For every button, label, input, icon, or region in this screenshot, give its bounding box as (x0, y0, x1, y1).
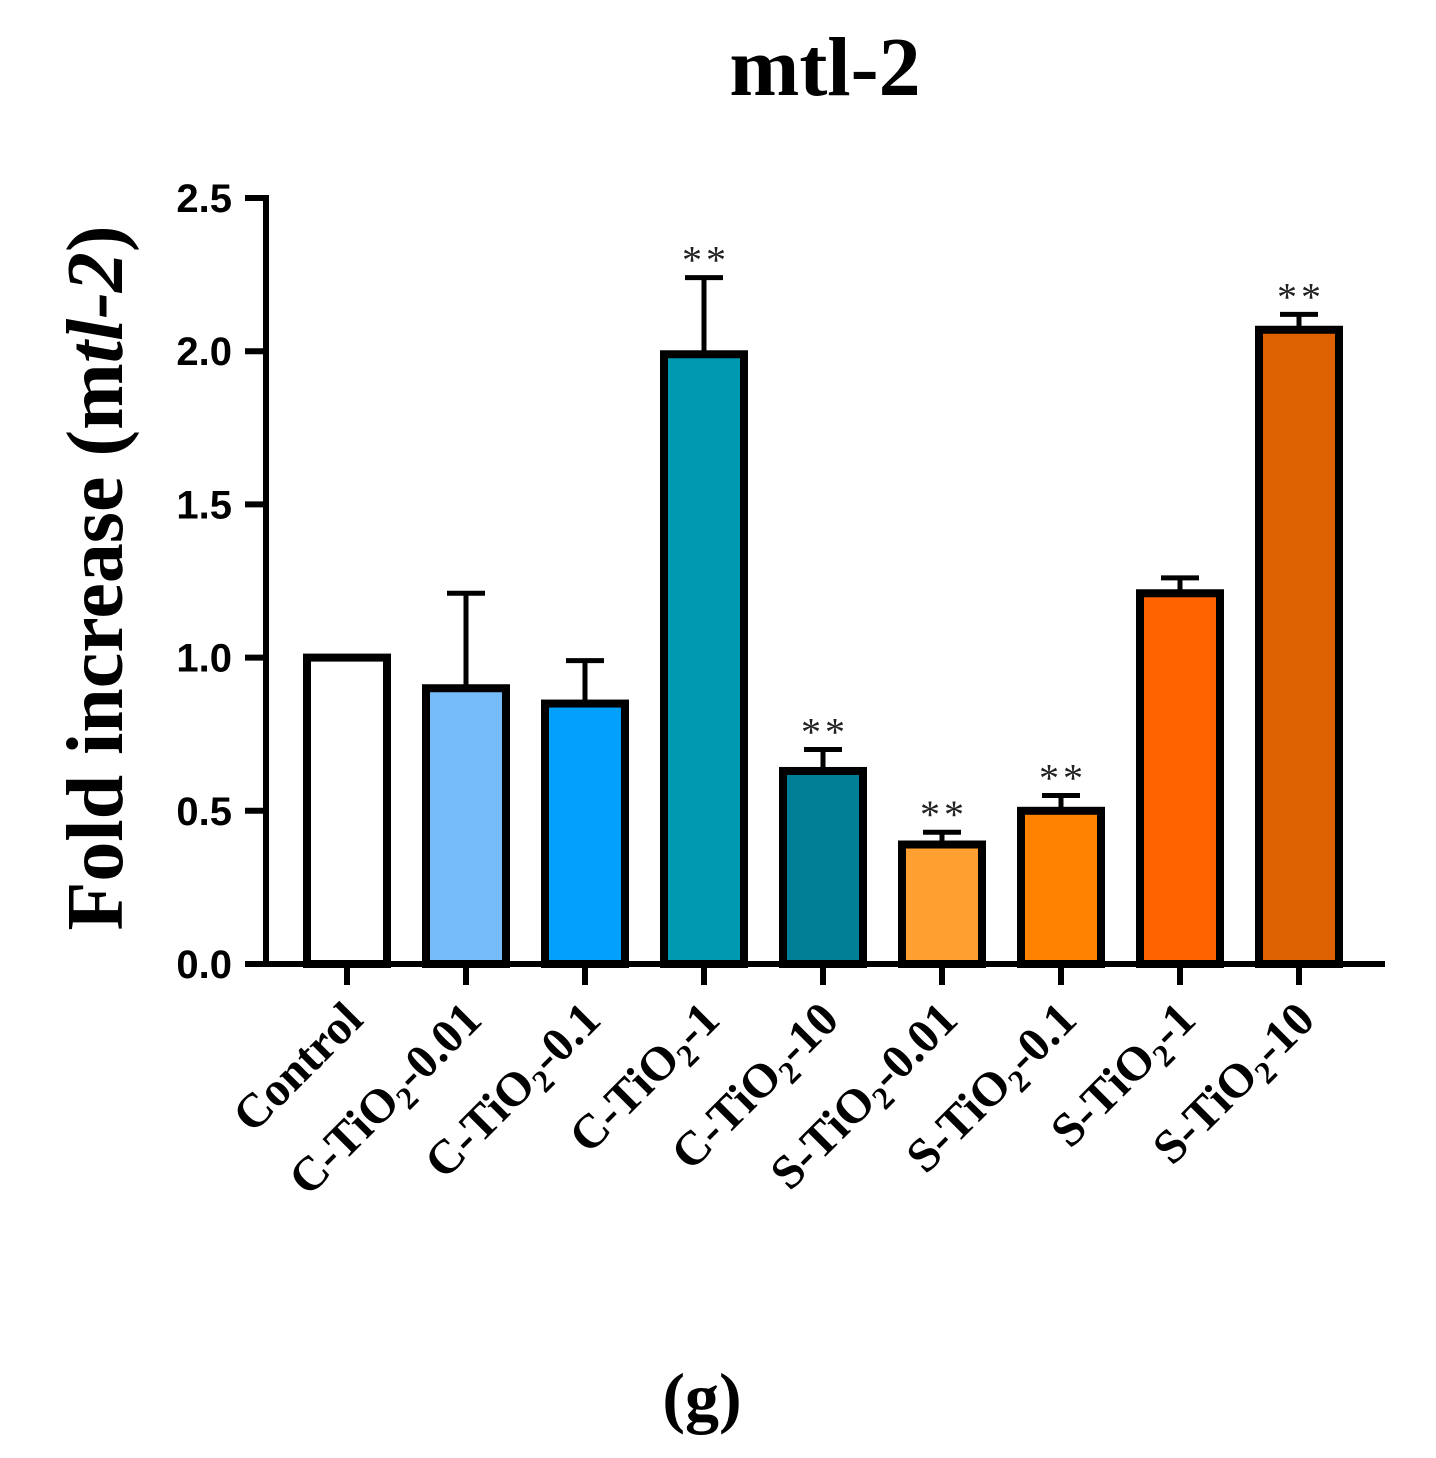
bar (1017, 806, 1105, 968)
x-axis-ticks: ControlC-TiO2-0.01C-TiO2-0.1C-TiO2-1C-Ti… (223, 964, 1325, 1205)
y-tick-label: 1.5 (176, 483, 232, 527)
y-tick-label: 2.0 (176, 330, 232, 374)
y-tick-label: 2.5 (176, 177, 232, 221)
significance-layer: ** ** ** ** ** (682, 238, 1325, 838)
y-axis-ticks: 0.0 0.5 1.0 1.5 2.0 2.5 (176, 177, 266, 987)
chart-title: mtl-2 (729, 21, 920, 114)
y-axis-label-prefix: Fold increase (m (52, 363, 140, 930)
bars-layer (303, 325, 1343, 969)
panel-label: (g) (662, 1359, 741, 1435)
bar (1136, 589, 1224, 968)
significance-marker: ** (801, 710, 849, 755)
y-tick-label: 1.0 (176, 637, 232, 681)
bar (422, 684, 510, 968)
bar (303, 653, 391, 968)
significance-marker: ** (682, 238, 730, 283)
significance-marker: ** (920, 792, 968, 837)
y-axis-label-italic: tl-2 (52, 252, 140, 363)
bar (898, 840, 986, 969)
bar (660, 350, 748, 969)
significance-marker: ** (1039, 755, 1087, 800)
y-axis-label-suffix: ) (52, 225, 140, 252)
bar (779, 766, 867, 969)
y-tick-label: 0.5 (176, 790, 232, 834)
significance-marker: ** (1277, 274, 1325, 319)
bar (1255, 325, 1343, 968)
bar (541, 699, 629, 968)
y-axis-label: Fold increase (mtl-2) (52, 225, 140, 930)
y-tick-label: 0.0 (176, 943, 232, 987)
error-bars-layer (447, 275, 1318, 845)
